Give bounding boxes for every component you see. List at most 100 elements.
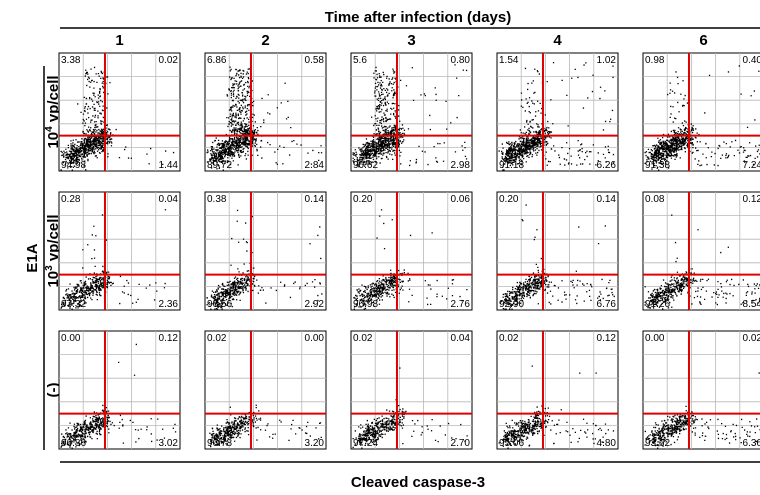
panel-frame <box>496 330 619 450</box>
column-header-day-4: 4 <box>553 32 562 49</box>
quadrant-label-upper-right: 1.02 <box>597 55 617 66</box>
x-axis-label: Cleaved caspase-3 <box>351 474 485 491</box>
quadrant-label-lower-left: 91.26 <box>645 299 670 310</box>
quadrant-label-upper-left: 0.02 <box>207 333 227 344</box>
scatter-panel: 3.38 0.02 94.98 1.44 <box>58 52 181 172</box>
quadrant-label-lower-left: 91.38 <box>645 160 670 171</box>
scatter-points <box>498 365 615 449</box>
scatter-points <box>644 214 760 310</box>
scatter-panel: 6.86 0.58 89.72 2.84 <box>204 52 327 172</box>
quadrant-label-lower-right: 2.92 <box>305 299 325 310</box>
quadrant-label-lower-right: 8.54 <box>743 299 760 310</box>
scatter-panel: 0.08 0.12 91.26 8.54 <box>642 191 760 311</box>
figure-title: Time after infection (days) <box>325 9 511 26</box>
scatter-points <box>352 64 468 168</box>
scatter-points <box>644 372 760 449</box>
scatter-panel: 0.02 0.12 95.06 4.80 <box>496 330 619 450</box>
quadrant-label-lower-left: 93.62 <box>645 438 670 449</box>
quadrant-label-upper-left: 0.00 <box>61 333 81 344</box>
quadrant-label-upper-right: 0.02 <box>743 333 760 344</box>
quadrant-label-lower-right: 2.70 <box>451 438 471 449</box>
quadrant-label-upper-right: 0.12 <box>159 333 179 344</box>
scatter-panel: 0.02 0.04 97.24 2.70 <box>350 330 473 450</box>
quadrant-label-lower-left: 90.62 <box>353 160 378 171</box>
scatter-points <box>498 62 615 171</box>
scatter-points <box>60 343 177 449</box>
quadrant-label-upper-left: 1.54 <box>499 55 519 66</box>
quadrant-label-upper-left: 6.86 <box>207 55 227 66</box>
quadrant-label-upper-right: 0.00 <box>305 333 325 344</box>
panel-grid: 1 2 3 4 6 104 vp/cell 103 vp/cell (-) 3.38 0.02 94… <box>44 32 760 450</box>
scatter-panel: 0.38 0.14 96.56 2.92 <box>204 191 327 311</box>
quadrant-label-upper-left: 0.00 <box>645 333 665 344</box>
quadrant-label-lower-right: 2.36 <box>159 299 179 310</box>
quadrant-label-upper-right: 0.14 <box>597 194 617 205</box>
row-label-2: (-) <box>45 383 62 398</box>
scatter-panel: 5.6 0.80 90.62 2.98 <box>350 52 473 172</box>
column-header-day-2: 2 <box>261 32 269 49</box>
quadrant-label-upper-right: 0.04 <box>451 333 471 344</box>
scatter-panel: 0.20 0.06 96.98 2.76 <box>350 191 473 311</box>
quadrant-label-lower-right: 2.98 <box>451 160 471 171</box>
quadrant-label-upper-right: 0.14 <box>305 194 325 205</box>
scatter-points <box>644 65 760 171</box>
scatter-points <box>353 209 468 310</box>
panel-frame <box>204 330 327 450</box>
quadrant-label-lower-right: 2.84 <box>305 160 325 171</box>
quadrant-label-lower-right: 4.80 <box>597 438 617 449</box>
quadrant-label-upper-right: 0.80 <box>451 55 471 66</box>
quadrant-label-upper-right: 0.06 <box>451 194 471 205</box>
scatter-panel: 0.00 0.02 93.62 6.36 <box>642 330 760 450</box>
quadrant-label-lower-left: 97.32 <box>61 299 86 310</box>
quadrant-label-upper-left: 0.98 <box>645 55 665 66</box>
quadrant-label-upper-left: 0.02 <box>499 333 519 344</box>
column-header-day-3: 3 <box>407 32 415 49</box>
scatter-panel: 0.20 0.14 92.90 6.76 <box>496 191 619 311</box>
panel-frame <box>58 191 181 311</box>
row-label-0: 104 vp/cell <box>44 75 62 148</box>
quadrant-label-lower-left: 94.98 <box>61 160 86 171</box>
quadrant-label-upper-right: 0.04 <box>159 194 179 205</box>
quadrant-label-lower-left: 96.78 <box>207 438 232 449</box>
scatter-panel: 0.02 0.00 96.78 3.20 <box>204 330 327 450</box>
scatter-points <box>206 209 323 310</box>
quadrant-label-lower-right: 7.24 <box>743 160 760 171</box>
quadrant-label-lower-left: 96.98 <box>353 299 378 310</box>
quadrant-label-lower-left: 92.90 <box>499 299 524 310</box>
quadrant-label-upper-right: 0.02 <box>159 55 179 66</box>
panel-frame <box>58 330 181 450</box>
quadrant-label-upper-left: 0.28 <box>61 194 81 205</box>
scatter-panel: 0.00 0.12 96.86 3.02 <box>58 330 181 450</box>
quadrant-label-lower-right: 3.20 <box>305 438 325 449</box>
quadrant-label-upper-left: 0.02 <box>353 333 373 344</box>
panel-frame <box>204 191 327 311</box>
scatter-panel: 1.54 1.02 91.18 6.26 <box>496 52 619 172</box>
quadrant-label-lower-right: 1.44 <box>159 160 179 171</box>
scatter-points <box>60 66 175 171</box>
quadrant-label-lower-left: 95.06 <box>499 438 524 449</box>
y-group-label: E1A <box>24 243 41 272</box>
quadrant-label-lower-left: 89.72 <box>207 160 232 171</box>
quadrant-label-lower-left: 91.18 <box>499 160 524 171</box>
panel-frame <box>496 52 619 172</box>
quadrant-label-upper-right: 0.58 <box>305 55 325 66</box>
column-header-day-1: 1 <box>115 32 123 49</box>
scatter-panel: 0.28 0.04 97.32 2.36 <box>58 191 181 311</box>
quadrant-label-upper-left: 0.08 <box>645 194 665 205</box>
scatter-points <box>206 66 323 171</box>
panel-frame <box>350 191 473 311</box>
scatter-points <box>209 404 322 448</box>
quadrant-label-upper-left: 3.38 <box>61 55 81 66</box>
row-label-1: 103 vp/cell <box>44 214 62 287</box>
quadrant-label-lower-right: 2.76 <box>451 299 471 310</box>
quadrant-label-lower-right: 6.26 <box>597 160 617 171</box>
quadrant-label-upper-right: 0.12 <box>743 194 760 205</box>
quadrant-label-lower-right: 6.76 <box>597 299 617 310</box>
quadrant-label-upper-right: 0.40 <box>743 55 760 66</box>
quadrant-label-upper-right: 0.12 <box>597 333 617 344</box>
quadrant-label-lower-left: 96.56 <box>207 299 232 310</box>
quadrant-label-upper-left: 0.20 <box>499 194 519 205</box>
column-header-day-6: 6 <box>699 32 707 49</box>
scatter-points <box>60 209 167 310</box>
